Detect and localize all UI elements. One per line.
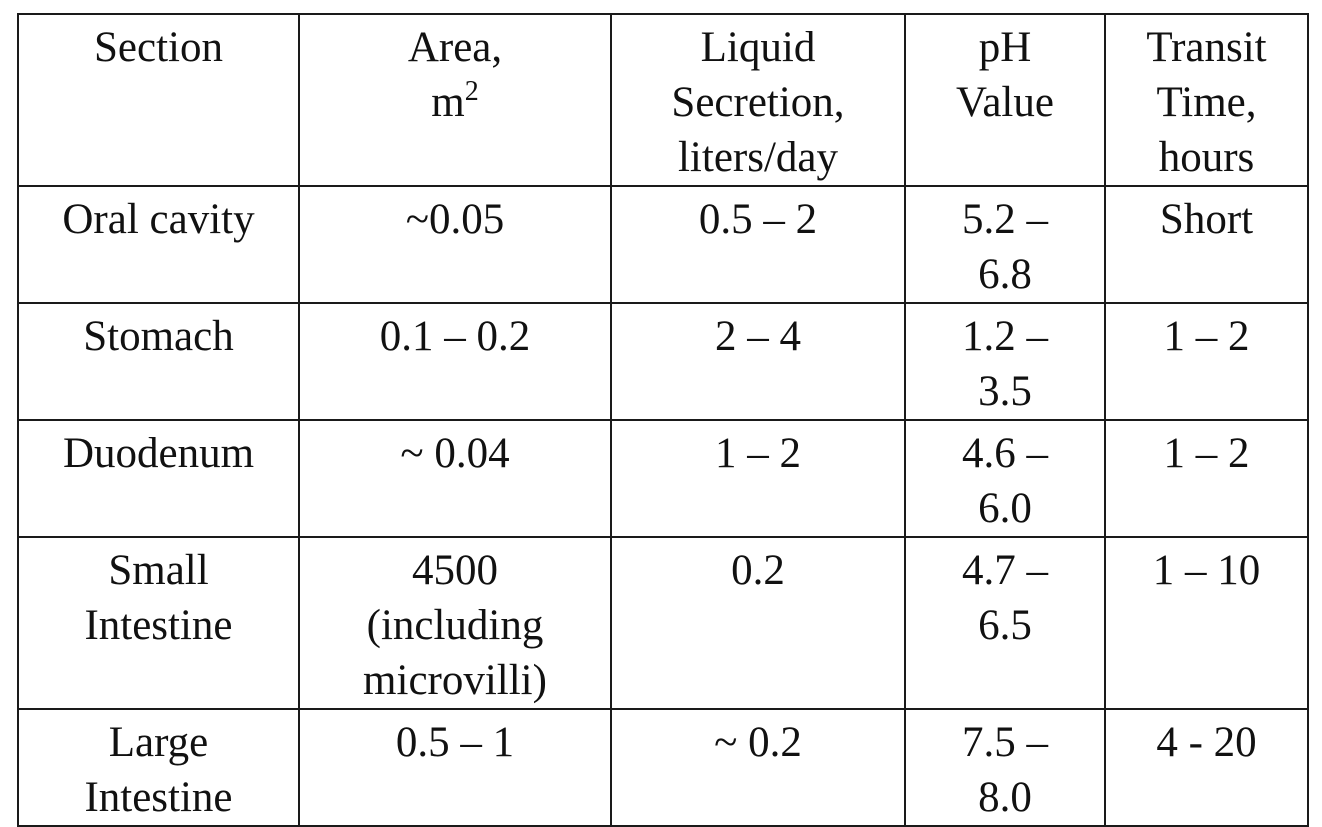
cell-ph-value: 7.5 – 8.0	[904, 708, 1106, 827]
cell-transit-time: 4 - 20	[1104, 708, 1309, 827]
cell-ph-value: 5.2 – 6.8	[904, 185, 1106, 304]
cell-liquid-secretion: 0.5 – 2	[610, 185, 906, 304]
header-ph-value: pH Value	[904, 13, 1106, 187]
cell-section: Small Intestine	[17, 536, 300, 710]
header-row: Section Area, m2 Liquid Secretion, liters…	[17, 13, 1309, 187]
table-row: Large Intestine 0.5 – 1 ~ 0.2 7.5 – 8.0 …	[17, 708, 1309, 827]
header-area-unit: m	[431, 79, 465, 126]
cell-area: 4500 (including microvilli)	[298, 536, 612, 710]
header-section: Section	[17, 13, 300, 187]
cell-area: ~ 0.04	[298, 419, 612, 538]
cell-transit-time: Short	[1104, 185, 1309, 304]
cell-area: 0.5 – 1	[298, 708, 612, 827]
cell-transit-time: 1 – 2	[1104, 302, 1309, 421]
cell-area: 0.1 – 0.2	[298, 302, 612, 421]
cell-liquid-secretion: 1 – 2	[610, 419, 906, 538]
cell-section: Duodenum	[17, 419, 300, 538]
cell-ph-value: 4.6 – 6.0	[904, 419, 1106, 538]
header-transit-time: Transit Time, hours	[1104, 13, 1309, 187]
header-area: Area, m2	[298, 13, 612, 187]
header-area-exponent: 2	[464, 76, 479, 107]
cell-area: ~0.05	[298, 185, 612, 304]
cell-transit-time: 1 – 2	[1104, 419, 1309, 538]
cell-ph-value: 4.7 – 6.5	[904, 536, 1106, 710]
header-liquid-secretion: Liquid Secretion, liters/day	[610, 13, 906, 187]
cell-section: Stomach	[17, 302, 300, 421]
cell-section: Large Intestine	[17, 708, 300, 827]
gi-tract-table: Section Area, m2 Liquid Secretion, liters…	[17, 13, 1309, 827]
table-row: Oral cavity ~0.05 0.5 – 2 5.2 – 6.8 Shor…	[17, 185, 1309, 304]
header-area-label: Area,	[407, 24, 503, 71]
table-row: Duodenum ~ 0.04 1 – 2 4.6 – 6.0 1 – 2	[17, 419, 1309, 538]
cell-liquid-secretion: ~ 0.2	[610, 708, 906, 827]
cell-section: Oral cavity	[17, 185, 300, 304]
cell-ph-value: 1.2 – 3.5	[904, 302, 1106, 421]
table-row: Stomach 0.1 – 0.2 2 – 4 1.2 – 3.5 1 – 2	[17, 302, 1309, 421]
cell-transit-time: 1 – 10	[1104, 536, 1309, 710]
table-row: Small Intestine 4500 (including microvil…	[17, 536, 1309, 710]
cell-liquid-secretion: 0.2	[610, 536, 906, 710]
cell-liquid-secretion: 2 – 4	[610, 302, 906, 421]
